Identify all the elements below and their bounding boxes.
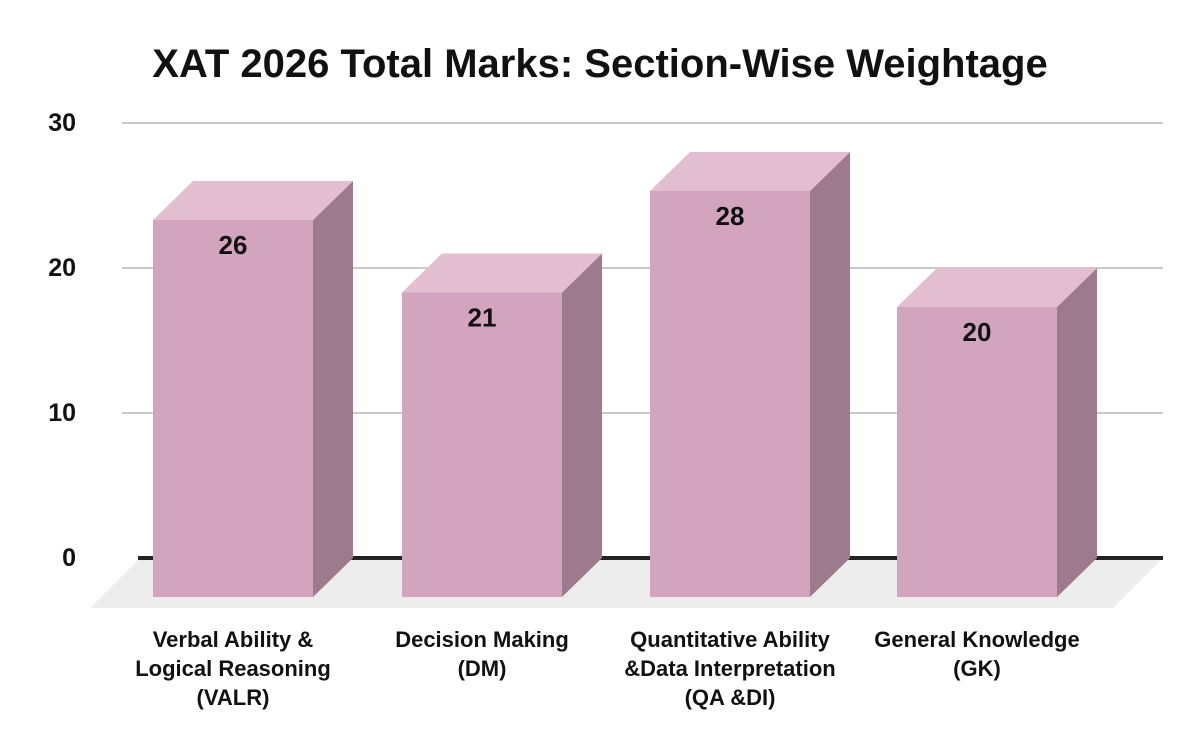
bar-side-face — [1057, 268, 1097, 597]
bar-top-face — [153, 181, 353, 220]
category-label-line: (QA &DI) — [684, 685, 776, 710]
category-label-line: (GK) — [953, 656, 1001, 681]
bar-value-label: 20 — [963, 317, 992, 347]
category-label: Decision Making (DM) — [347, 625, 617, 683]
y-tick-label: 20 — [48, 254, 76, 282]
y-tick-label: 10 — [48, 399, 76, 427]
category-label-line: Logical Reasoning — [135, 656, 331, 681]
chart-title: XAT 2026 Total Marks: Section-Wise Weigh… — [152, 42, 1048, 86]
category-label-line: Decision Making — [395, 627, 569, 652]
y-tick-label: 30 — [48, 109, 76, 137]
bar-group: 28 — [650, 152, 850, 597]
category-label-line: Quantitative Ability — [630, 627, 830, 652]
category-label-line: (VALR) — [196, 685, 270, 710]
category-label: General Knowledge (GK) — [842, 625, 1112, 683]
category-label-line: &Data Interpretation — [624, 656, 836, 681]
bar-side-face — [810, 152, 850, 597]
bar-top-face — [402, 253, 602, 293]
y-tick-label: 0 — [62, 544, 76, 572]
bar-group: 26 — [153, 181, 353, 597]
bar-top-face — [650, 152, 850, 191]
bar-value-label: 28 — [716, 201, 745, 231]
chart-floor — [90, 558, 1163, 608]
bar-side-face — [562, 253, 602, 597]
bar-group: 20 — [897, 268, 1097, 597]
category-label: Verbal Ability & Logical Reasoning (VALR) — [98, 625, 368, 712]
bar-top-face — [897, 268, 1097, 307]
bar-front-face — [650, 191, 810, 597]
category-label-line: (DM) — [457, 656, 507, 681]
category-label-line: Verbal Ability & — [152, 627, 314, 652]
bar-front-face — [402, 292, 562, 597]
bar-front-face — [153, 220, 313, 597]
bar-front-face — [897, 307, 1057, 597]
category-label-line: General Knowledge — [874, 627, 1080, 652]
bar-value-label: 21 — [468, 303, 497, 333]
bar-group: 21 — [402, 253, 602, 597]
category-label: Quantitative Ability &Data Interpretation… — [595, 625, 865, 712]
bar-side-face — [313, 181, 353, 597]
bar-value-label: 26 — [219, 230, 248, 260]
